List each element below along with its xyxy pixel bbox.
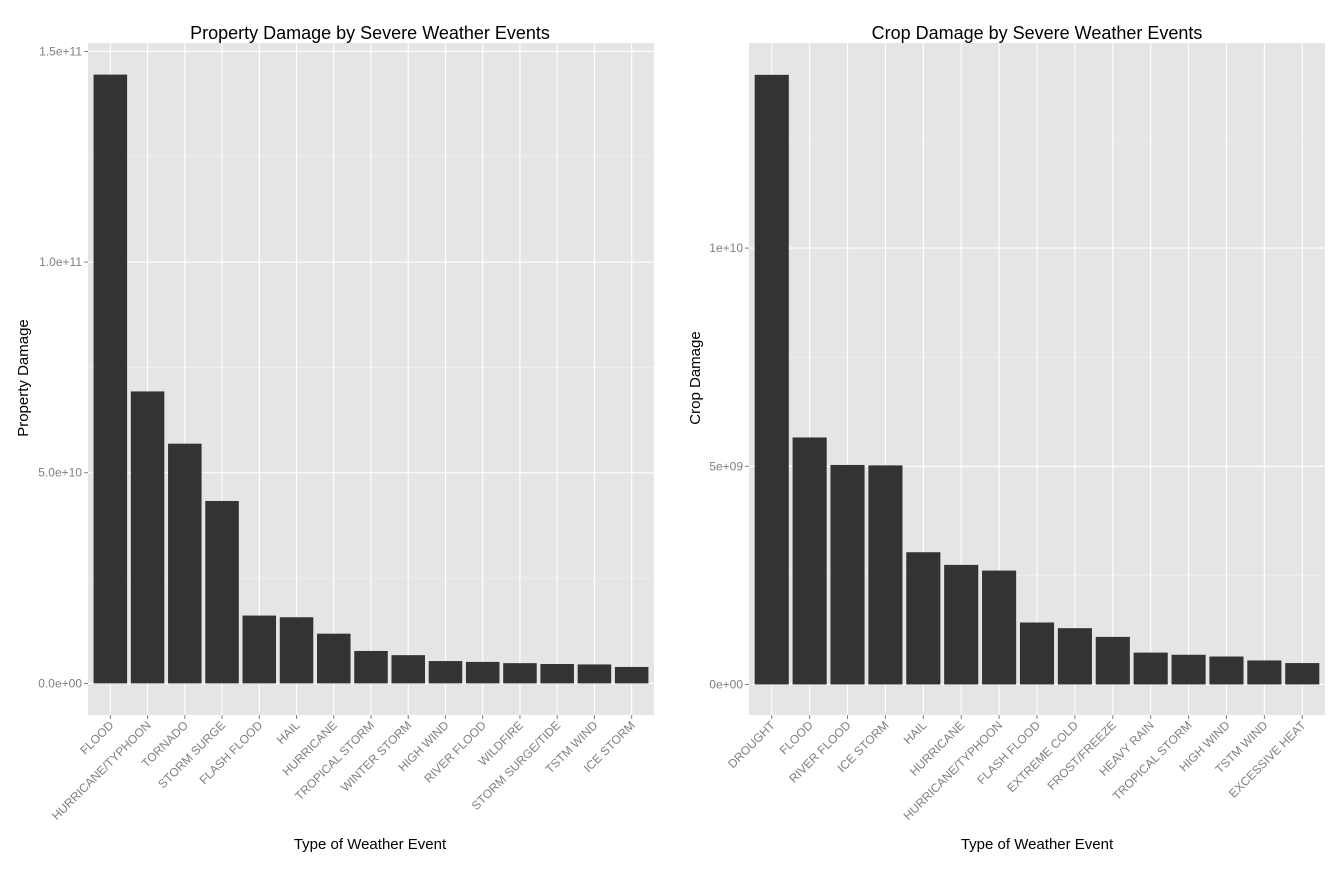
bar-flash-flood <box>1019 622 1055 685</box>
bar-tstm-wind <box>1247 660 1282 685</box>
bar-winter-storm <box>391 655 425 684</box>
y-axis-title: Property Damage <box>15 319 32 437</box>
y-tick-label: 1.5e+11 <box>39 44 82 58</box>
bar-excessive-heat <box>1285 663 1320 685</box>
bar-hurricane <box>317 633 351 684</box>
y-tick-label: 0.0e+00 <box>38 676 82 690</box>
y-tick-label: 0e+00 <box>709 677 743 691</box>
bar-hurricane <box>944 564 979 685</box>
y-axis-title: Crop Damage <box>687 331 704 424</box>
x-tick-label: HAIL <box>901 718 930 747</box>
chart-title: Crop Damage by Severe Weather Events <box>872 23 1203 43</box>
x-tick-label: FROST/FREEZE <box>1044 718 1118 792</box>
bar-flood <box>792 437 827 685</box>
bar-hail <box>906 552 941 685</box>
x-axis-title: Type of Weather Event <box>294 836 447 853</box>
bar-ice-storm <box>614 666 649 684</box>
bar-river-flood <box>465 661 500 684</box>
bar-frost-freeze <box>1095 636 1130 685</box>
bar-hurricane-typhoon <box>130 391 165 684</box>
bar-heavy-rain <box>1133 652 1168 685</box>
property-damage-chart: Property Damage by Severe Weather Events… <box>15 23 654 853</box>
bar-high-wind <box>428 661 463 684</box>
x-tick-label: DROUGHT <box>725 718 778 771</box>
bar-hail <box>279 617 314 684</box>
crop-damage-chart: Crop Damage by Severe Weather Events Typ… <box>687 23 1325 853</box>
bar-river-flood <box>830 464 865 685</box>
bar-ice-storm <box>868 465 903 685</box>
bar-extreme-cold <box>1057 628 1092 685</box>
chart-title: Property Damage by Severe Weather Events <box>190 23 550 43</box>
bar-tropical-storm <box>1171 654 1206 685</box>
x-tick-label: HAIL <box>274 718 303 747</box>
y-tick-label: 1.0e+11 <box>39 255 82 269</box>
x-tick-label: STORM SURGE <box>155 718 228 791</box>
y-tick-label: 5.0e+10 <box>38 466 82 480</box>
bar-flood <box>93 74 128 684</box>
y-tick-label: 5e+09 <box>709 459 743 473</box>
bar-high-wind <box>1209 656 1244 685</box>
bar-tropical-storm <box>354 650 388 684</box>
bar-hurricane-typhoon <box>982 570 1017 685</box>
bar-storm-surge-tide <box>540 664 574 684</box>
y-tick-label: 1e+10 <box>709 241 743 255</box>
bar-wildfire <box>503 663 537 684</box>
x-axis-title: Type of Weather Event <box>961 836 1114 853</box>
bar-tstm-wind <box>577 664 612 684</box>
bar-drought <box>754 74 789 685</box>
bar-tornado <box>168 443 202 684</box>
bar-flash-flood <box>242 615 277 684</box>
bar-storm-surge <box>205 500 239 684</box>
